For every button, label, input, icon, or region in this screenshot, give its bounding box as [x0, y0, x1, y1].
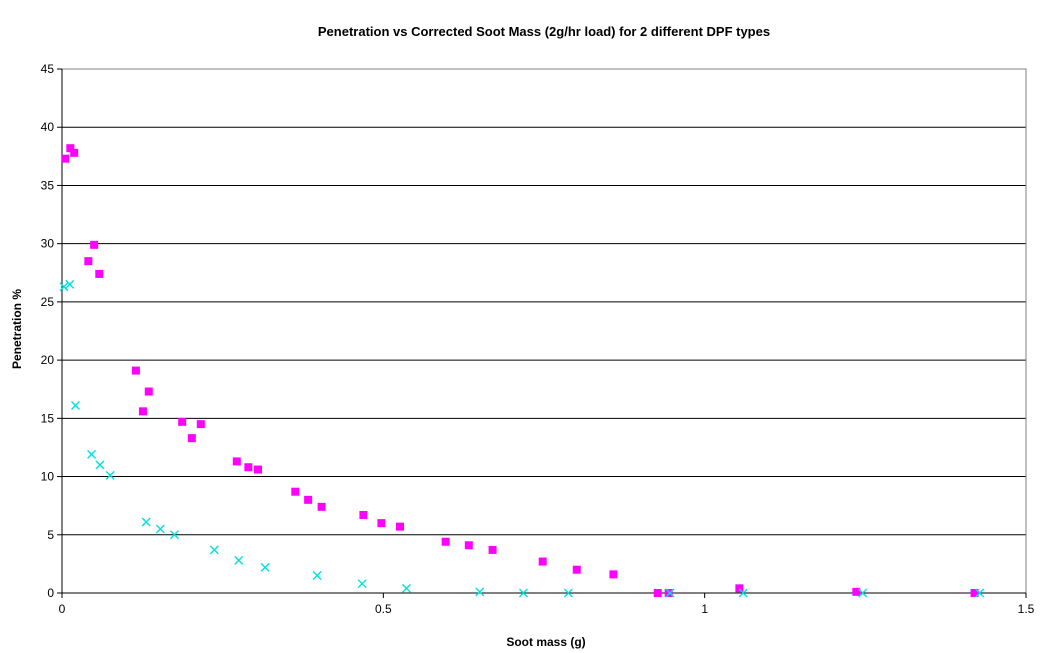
x-marker-point [105, 470, 115, 480]
square-marker-point [538, 557, 547, 566]
chart-title: Penetration vs Corrected Soot Mass (2g/h… [318, 24, 770, 39]
square-marker-point [66, 144, 75, 153]
x-marker-point [155, 524, 165, 534]
square-marker-point [317, 502, 326, 511]
series-2 [59, 279, 985, 598]
square-marker-point [359, 510, 368, 519]
square-marker-point [304, 495, 313, 504]
x-marker-point [401, 583, 411, 593]
x-axis-label: Soot mass (g) [506, 635, 585, 649]
axis-ticks: 0 5 10 15 20 25 30 35 40 45 0 0.5 1 1.5 [41, 62, 1035, 616]
x-marker-point [665, 588, 675, 598]
y-tick-label: 15 [41, 411, 55, 425]
gridlines [62, 126, 1026, 536]
y-tick-label: 10 [41, 470, 55, 484]
x-marker-point [475, 587, 485, 597]
x-marker-point [738, 588, 748, 598]
square-marker-point [84, 257, 93, 266]
data-series [59, 144, 985, 598]
square-marker-point [131, 366, 140, 375]
square-marker-point [254, 465, 263, 474]
x-marker-point [95, 460, 105, 470]
x-marker-point [260, 562, 270, 572]
x-marker-point [312, 571, 322, 581]
square-marker-point [187, 434, 196, 443]
x-marker-point [209, 545, 219, 555]
square-marker-point [90, 240, 99, 249]
x-tick-label: 1 [701, 602, 708, 616]
y-axis-label: Penetration % [10, 289, 24, 369]
square-marker-point [609, 570, 618, 579]
series-1 [61, 144, 979, 597]
square-marker-point [377, 519, 386, 528]
square-marker-point [464, 541, 473, 550]
square-marker-point [291, 487, 300, 496]
square-marker-point [196, 420, 205, 429]
square-marker-point [572, 565, 581, 574]
x-tick-label: 0 [59, 602, 66, 616]
square-marker-point [138, 407, 147, 416]
square-marker-point [95, 269, 104, 278]
x-marker-point [71, 401, 80, 411]
square-marker-point [653, 589, 662, 597]
square-marker-point [232, 457, 241, 466]
x-tick-label: 0.5 [375, 602, 392, 616]
x-marker-point [858, 588, 868, 598]
x-marker-point [357, 579, 367, 589]
square-marker-point [61, 154, 70, 163]
square-marker-point [664, 589, 673, 597]
x-marker-point [59, 282, 69, 292]
plot-area [61, 68, 1027, 594]
square-marker-point [488, 545, 497, 554]
y-tick-label: 0 [47, 586, 54, 600]
y-tick-label: 20 [41, 353, 55, 367]
y-tick-label: 40 [41, 120, 55, 134]
square-marker-point [441, 537, 450, 546]
x-marker-point [169, 530, 179, 540]
square-marker-point [852, 587, 861, 596]
square-marker-point [244, 463, 253, 472]
x-marker-point [141, 517, 151, 527]
x-marker-point [975, 588, 985, 598]
x-tick-label: 1.5 [1018, 602, 1035, 616]
y-tick-label: 35 [41, 178, 55, 192]
square-marker-point [70, 148, 79, 157]
square-marker-point [144, 387, 153, 396]
x-marker-point [87, 449, 97, 459]
y-tick-label: 5 [47, 528, 54, 542]
square-marker-point [396, 522, 405, 531]
square-marker-point [970, 589, 979, 597]
x-marker-point [234, 555, 244, 565]
square-marker-point [178, 417, 187, 426]
x-marker-point [518, 588, 528, 598]
y-tick-label: 45 [41, 62, 55, 76]
x-marker-point [65, 279, 75, 289]
x-marker-point [563, 588, 573, 598]
square-marker-point [735, 584, 744, 593]
y-tick-label: 30 [41, 237, 55, 251]
y-tick-label: 25 [41, 295, 55, 309]
